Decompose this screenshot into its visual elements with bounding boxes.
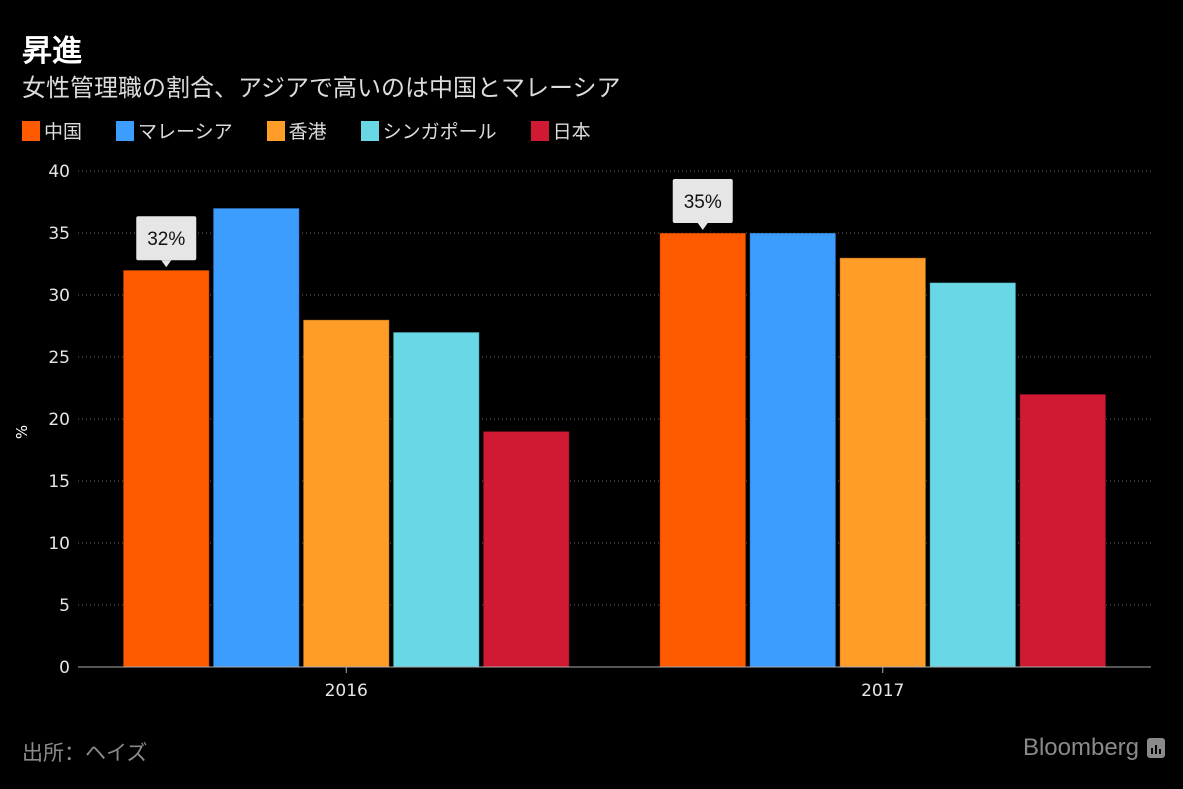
legend: 中国 マレーシア 香港 シンガポール 日本 (22, 117, 625, 144)
legend-swatch (360, 120, 379, 141)
callout-pointer (697, 223, 708, 230)
annotations: 32% 35% (136, 179, 733, 268)
bloomberg-logo: Bloomberg (1023, 734, 1165, 762)
y-tick-label: 5 (59, 596, 70, 616)
y-tick-label: 35 (48, 224, 70, 244)
brand-name: Bloomberg (1022, 734, 1139, 761)
y-tick-label: 15 (48, 472, 70, 492)
legend-item-singapore[interactable]: シンガポール (360, 117, 497, 144)
bar[interactable] (659, 232, 747, 668)
bar[interactable] (212, 207, 300, 668)
legend-label: 中国 (44, 121, 83, 143)
bar[interactable] (122, 269, 210, 668)
legend-item-china[interactable]: 中国 (22, 117, 82, 144)
legend-swatch (530, 120, 549, 141)
bar[interactable] (1019, 393, 1107, 668)
legend-label: 日本 (552, 121, 591, 143)
legend-swatch (22, 120, 40, 141)
legend-swatch (266, 120, 285, 141)
source-note: 出所：ヘイズ (22, 741, 148, 765)
callout-box (136, 216, 197, 261)
gridlines (78, 170, 1151, 606)
legend-item-hongkong[interactable]: 香港 (266, 117, 327, 144)
bar[interactable] (749, 232, 837, 668)
bar[interactable] (302, 319, 390, 668)
bloomberg-chart-icon (1147, 738, 1165, 758)
legend-item-japan[interactable]: 日本 (530, 117, 591, 144)
data-label: 35% (684, 192, 722, 213)
y-tick-label: 0 (59, 658, 70, 678)
legend-label: 香港 (288, 121, 327, 143)
y-tick-label: 25 (48, 348, 70, 368)
callout-pointer (161, 260, 172, 268)
bar[interactable] (392, 331, 480, 668)
legend-label: マレーシア (138, 121, 233, 143)
legend-swatch (116, 120, 135, 141)
y-tick-label: 40 (48, 162, 70, 182)
callout-box (672, 179, 733, 223)
y-tick-label: 30 (48, 286, 70, 306)
bars (122, 207, 1107, 668)
data-label: 32% (147, 229, 185, 250)
chart-title: 昇進 (22, 34, 82, 69)
data-label-callout: 35% (672, 179, 733, 230)
x-axis: 2016 2017 (78, 666, 1151, 701)
bar[interactable] (929, 282, 1017, 668)
legend-label: シンガポール (382, 121, 497, 143)
y-axis-label: % (13, 425, 31, 439)
y-axis-ticks: 0 5 10 15 20 25 30 35 40 (48, 162, 70, 678)
bar[interactable] (839, 257, 927, 668)
x-tick-label: 2016 (325, 681, 368, 701)
y-tick-label: 10 (48, 534, 70, 554)
chart-subtitle: 女性管理職の割合、アジアで高いのは中国とマレーシア (22, 74, 621, 102)
y-tick-label: 20 (48, 410, 70, 430)
bar[interactable] (482, 430, 570, 668)
x-tick-label: 2017 (861, 681, 904, 701)
legend-item-malaysia[interactable]: マレーシア (116, 117, 233, 144)
data-label-callout: 32% (136, 216, 197, 268)
